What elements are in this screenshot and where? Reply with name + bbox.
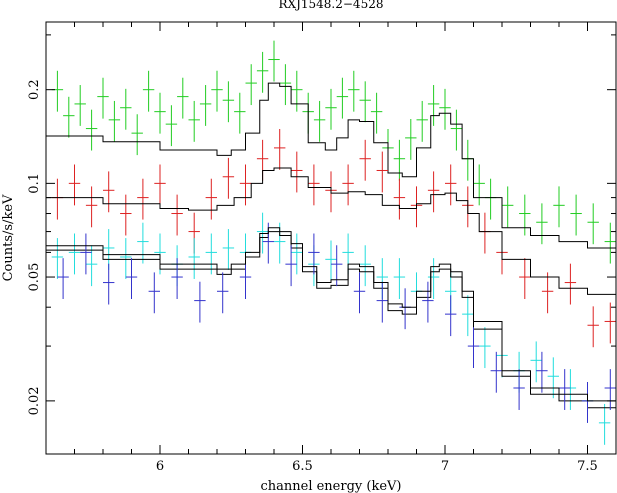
y-tick-label: 0.2 xyxy=(27,79,42,100)
data-layer xyxy=(46,40,617,445)
x-tick-label: 7 xyxy=(441,459,449,474)
model-line-0 xyxy=(46,82,617,253)
y-tick-label: 0.05 xyxy=(27,263,42,292)
y-tick-label: 0.02 xyxy=(27,386,42,415)
series-1 xyxy=(46,129,617,348)
x-tick-label: 7.5 xyxy=(577,459,598,474)
y-axis-title: Counts/s/keV xyxy=(1,194,16,281)
series-3 xyxy=(46,222,617,423)
x-axis-title: channel energy (keV) xyxy=(260,479,401,493)
model-line-1 xyxy=(46,167,617,301)
model-line-3 xyxy=(46,227,617,408)
tick-layer: 6 6.5 7 7.5 0.02 0.05 0.1 0.2 xyxy=(27,22,617,474)
series-0 xyxy=(46,40,617,264)
series-2 xyxy=(46,212,617,445)
chart-title: RXJ1548.2−4528 xyxy=(279,0,384,11)
x-tick-label: 6 xyxy=(156,459,164,474)
x-tick-label: 6.5 xyxy=(292,459,313,474)
y-tick-label: 0.1 xyxy=(27,173,42,194)
